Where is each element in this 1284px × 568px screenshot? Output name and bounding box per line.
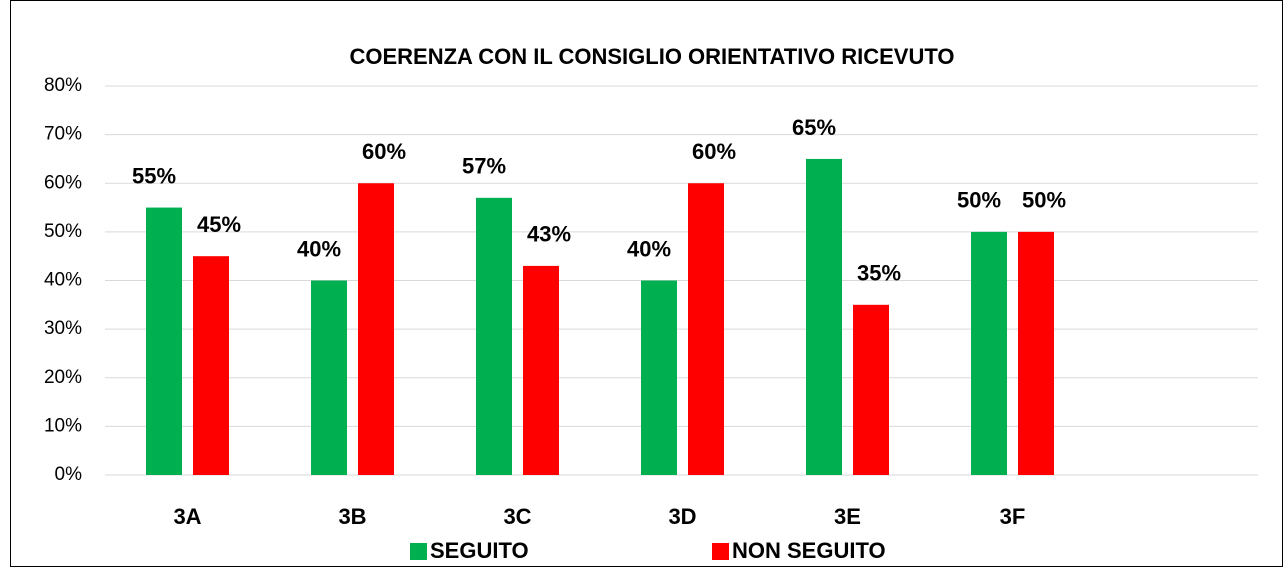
legend-swatch (712, 543, 729, 560)
data-label: 43% (527, 222, 571, 247)
bar (1018, 231, 1054, 475)
data-label: 55% (132, 163, 176, 188)
x-tick-label: 3A (173, 504, 201, 529)
y-tick-label: 60% (44, 172, 82, 193)
y-tick-label: 30% (44, 318, 82, 339)
y-tick-label: 10% (44, 415, 82, 436)
bar (311, 280, 347, 475)
data-label: 50% (1022, 188, 1066, 213)
legend-label: SEGUITO (430, 538, 529, 563)
bar (193, 256, 229, 475)
bar (476, 197, 512, 475)
data-label: 40% (297, 236, 341, 261)
data-label: 57% (462, 154, 506, 179)
data-label: 60% (362, 139, 406, 164)
bar (358, 183, 394, 475)
y-tick-label: 20% (44, 367, 82, 388)
x-tick-label: 3F (1000, 504, 1026, 529)
data-label: 65% (792, 115, 836, 140)
data-label: 45% (197, 212, 241, 237)
bar (146, 207, 182, 475)
y-tick-label: 40% (44, 270, 82, 291)
data-label: 40% (627, 236, 671, 261)
x-tick-label: 3C (503, 504, 531, 529)
y-tick-label: 80% (44, 75, 82, 96)
x-tick-label: 3D (668, 504, 696, 529)
data-label: 50% (957, 188, 1001, 213)
y-tick-label: 70% (44, 124, 82, 145)
bar (688, 183, 724, 475)
data-label: 35% (857, 261, 901, 286)
bar (853, 304, 889, 475)
y-tick-label: 50% (44, 221, 82, 242)
bar (523, 265, 559, 475)
bar (641, 280, 677, 475)
chart-title: COERENZA CON IL CONSIGLIO ORIENTATIVO RI… (349, 44, 954, 69)
bar (971, 231, 1007, 475)
legend-swatch (410, 543, 427, 560)
bar (806, 158, 842, 475)
y-tick-label: 0% (55, 464, 83, 485)
x-tick-label: 3E (834, 504, 861, 529)
legend-label: NON SEGUITO (732, 538, 886, 563)
data-label: 60% (692, 139, 736, 164)
x-tick-label: 3B (338, 504, 366, 529)
